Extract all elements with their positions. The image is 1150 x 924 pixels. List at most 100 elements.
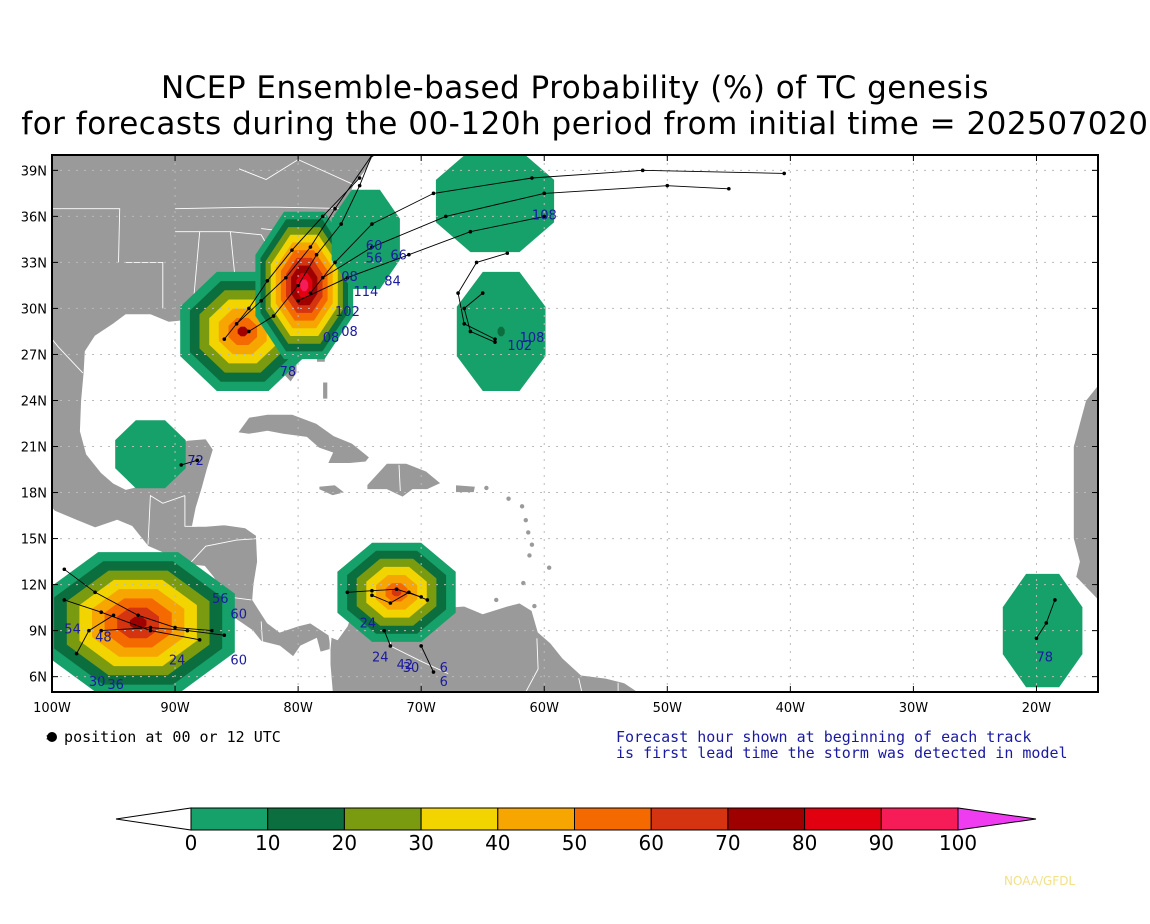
forecast-hour-label: 08 [323,331,340,346]
storm-track [236,155,373,325]
forecast-hour-label: 24 [169,653,186,668]
forecast-hour-label: 56 [366,251,383,266]
position-dot-icon [47,732,57,742]
track-position-dot [370,593,374,598]
track-position-dot [370,245,374,249]
island [484,485,489,491]
prob-contour-north-atlantic-10 [435,155,555,253]
track-position-dot [370,588,374,593]
track-position-dot [136,613,140,618]
track-position-dot [148,628,153,633]
storm-track [383,630,391,647]
lon-tick-label: 90W [160,701,190,716]
land-africa [1073,155,1098,692]
track-position-dot [474,260,479,265]
track-position-dot [493,340,497,344]
colorbar-under-triangle [115,807,192,831]
track-position-dot [456,291,460,295]
track-position-dot [333,206,337,211]
storm-track [101,627,225,636]
track-position-dot [195,458,200,463]
credit-text: NOAA/GFDL [1004,874,1076,888]
political-border [525,638,539,692]
colorbar-bin [804,807,882,831]
latitude-axis: 39N 36N 33N 30N 27N 24N 21N 18N 15N 12N 9N 6N [21,164,1098,686]
colorbar-label: 50 [562,831,587,855]
land-hispaniola [366,462,442,498]
lat-tick-label: 27N [21,348,47,363]
storm-track [322,185,729,279]
track-position-dot [425,598,430,602]
track-position-dot [99,628,104,633]
political-border [52,338,84,374]
track-position-dot [388,644,393,648]
land-jamaica [318,484,346,497]
colorbar-label: 90 [869,831,894,855]
storm-track [181,459,198,466]
political-border [147,494,186,545]
colorbar-label: 100 [939,831,977,855]
forecast-hour-label: 102 [507,339,532,354]
political-border [124,261,164,309]
track-position-dot [431,191,436,196]
lon-tick-label: 70W [406,701,436,716]
island [532,603,537,609]
island [506,496,511,501]
track-position-dot [505,251,510,255]
colorbar-bin [420,807,499,831]
track-position-dot [357,183,362,188]
track-position-dot [431,670,436,674]
map-frame [51,154,1099,693]
colorbar-label: 20 [332,831,357,855]
forecast-hour-label: 36 [107,678,124,693]
track-position-dot [222,337,227,341]
track-position-dot [222,633,227,638]
political-border [52,208,121,263]
track-position-dot [345,275,350,280]
track-position-dot [111,613,116,618]
track-position-dot [1034,636,1039,641]
track-position-dot [1053,598,1057,602]
land-cuba [237,413,371,464]
track-position-dot [296,283,300,288]
track-position-dot [542,214,547,219]
track-position-dot [339,222,343,226]
island [523,517,528,523]
colorbar-bin [190,807,269,831]
forecast-hour-note-line1: Forecast hour shown at beginning of each… [616,728,1032,746]
colorbar-bin [880,807,959,831]
lat-tick-label: 30N [21,302,47,317]
forecast-hour-label: 30 [89,675,106,690]
lat-tick-label: 18N [21,487,47,502]
lat-tick-label: 24N [21,394,47,409]
lat-tick-label: 39N [21,164,47,179]
track-position-dot [259,298,264,303]
track-position-dot [185,628,190,633]
track-position-dot [62,598,67,602]
colorbar-label: 30 [408,831,433,855]
lat-tick-label: 15N [21,533,47,548]
colorbar-bin [727,807,806,831]
island [519,504,525,509]
forecast-hour-label: 102 [335,305,360,320]
track-position-dot [308,291,313,295]
lat-tick-label: 21N [21,441,47,456]
track-position-dot [357,176,362,180]
forecast-hour-label: 108 [520,331,545,346]
storm-track [371,591,428,604]
track-position-dot [148,625,153,630]
storm-tracks [62,155,1057,674]
track-position-dot [284,275,288,280]
track-position-dot [407,252,411,257]
forecast-hour-label: 24 [360,617,377,632]
track-position-dot [93,590,97,595]
chart-title-line2: for forecasts during the 00-120h period … [21,106,1150,142]
land-bahamas2 [322,381,329,400]
track-position-dot [320,275,325,280]
forecast-hour-label: 78 [1036,650,1053,665]
track-position-dot [782,171,786,176]
forecast-hour-label: 114 [353,285,378,300]
forecast-hour-label: 30 [403,661,420,676]
colorbar: 0 10 20 30 40 50 60 70 80 90 100 [115,807,1037,855]
forecast-hour-label: 42 [397,658,414,673]
